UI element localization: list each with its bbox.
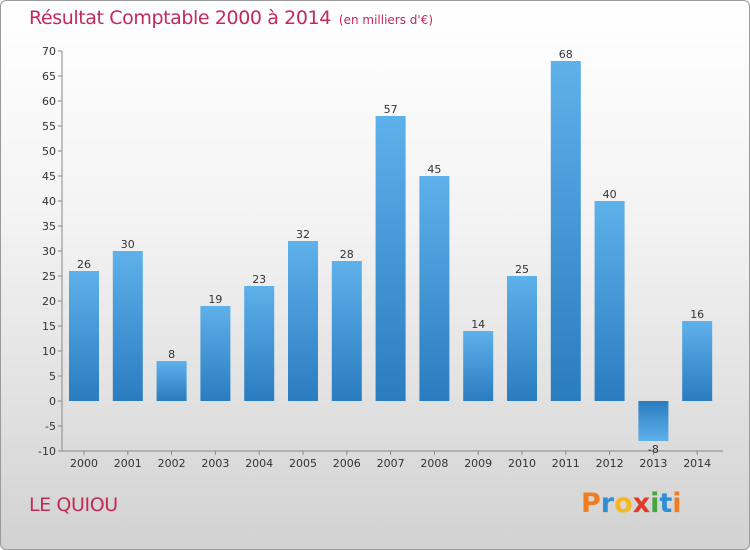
logo-letter: r [600,488,615,519]
x-tick-label: 2002 [158,457,186,470]
bar-2001 [112,251,143,401]
x-tick-label: 2007 [377,457,405,470]
proxiti-logo: Proxiti [581,488,682,519]
bar-2014 [682,321,713,401]
x-tick-label: 2010 [508,457,536,470]
y-tick-label: 45 [42,170,56,183]
y-tick-label: 20 [42,295,56,308]
logo-letter: o [614,488,633,519]
value-label: 68 [559,48,573,61]
x-tick-label: 2003 [201,457,229,470]
axes: -10 -5 0 5 10 15 20 25 30 35 40 45 50 55 60 65 70 2000 200… [38,45,723,470]
y-tick-label: 40 [42,195,56,208]
value-label: 40 [603,188,617,201]
bar-2004 [244,286,275,401]
y-tick-label: 55 [42,120,56,133]
value-label: 8 [168,348,175,361]
y-tick-label: -5 [45,420,56,433]
x-tick-label: 2000 [70,457,98,470]
value-label: 16 [690,308,704,321]
x-tick-label: 2013 [639,457,667,470]
bar-2003 [200,306,231,401]
y-tick-label: 70 [42,45,56,58]
y-tick-label: 15 [42,320,56,333]
bar-2012 [594,201,625,401]
x-tick-label: 2004 [245,457,273,470]
logo-letter: t [659,488,673,519]
y-tick-label: 50 [42,145,56,158]
chart-title-text: Résultat Comptable 2000 à 2014 [29,7,331,29]
bar-2010 [507,276,537,401]
bar-2013 [638,401,669,441]
value-label: 19 [208,293,222,306]
bar-2008 [419,176,450,401]
value-label: 57 [384,103,398,116]
bar-2007 [375,116,406,401]
x-tick-label: 2011 [552,457,580,470]
bar-2002 [156,361,187,401]
logo-letter: x [632,488,651,519]
chart-subtitle: (en milliers d'€) [338,13,434,27]
x-tick-label: 2006 [333,457,361,470]
value-label: 14 [471,318,485,331]
bar-2009 [463,331,494,401]
y-tick-label: 35 [42,220,56,233]
y-tick-label: 30 [42,245,56,258]
logo-letter: i [650,488,660,519]
x-tick-label: 2008 [420,457,448,470]
bars: 26 30 8 19 23 32 28 57 45 14 25 68 40 -8 16 [69,48,713,456]
y-tick-label: -10 [38,445,56,458]
commune-name: LE QUIOU [29,494,118,516]
value-label: 28 [340,248,354,261]
value-label: 26 [77,258,91,271]
logo-letter: i [672,488,682,519]
value-label: 25 [515,263,529,276]
bar-2006 [331,261,362,401]
value-label: 23 [252,273,266,286]
bar-2000 [69,271,99,401]
value-label: 32 [296,228,310,241]
y-tick-label: 5 [49,370,56,383]
y-tick-label: 60 [42,95,56,108]
chart-title: Résultat Comptable 2000 à 2014 (en millie… [29,7,433,29]
x-tick-label: 2001 [114,457,142,470]
x-tick-label: 2012 [596,457,624,470]
logo-letter: P [581,488,601,519]
value-label: 30 [121,238,135,251]
y-tick-label: 0 [49,395,56,408]
x-tick-label: 2014 [683,457,711,470]
bar-2005 [288,241,318,401]
y-tick-label: 65 [42,70,56,83]
value-label: -8 [648,443,659,456]
value-label: 45 [427,163,441,176]
y-tick-label: 10 [42,345,56,358]
x-tick-label: 2005 [289,457,317,470]
y-tick-label: 25 [42,270,56,283]
bar-2011 [550,61,581,401]
x-tick-label: 2009 [464,457,492,470]
